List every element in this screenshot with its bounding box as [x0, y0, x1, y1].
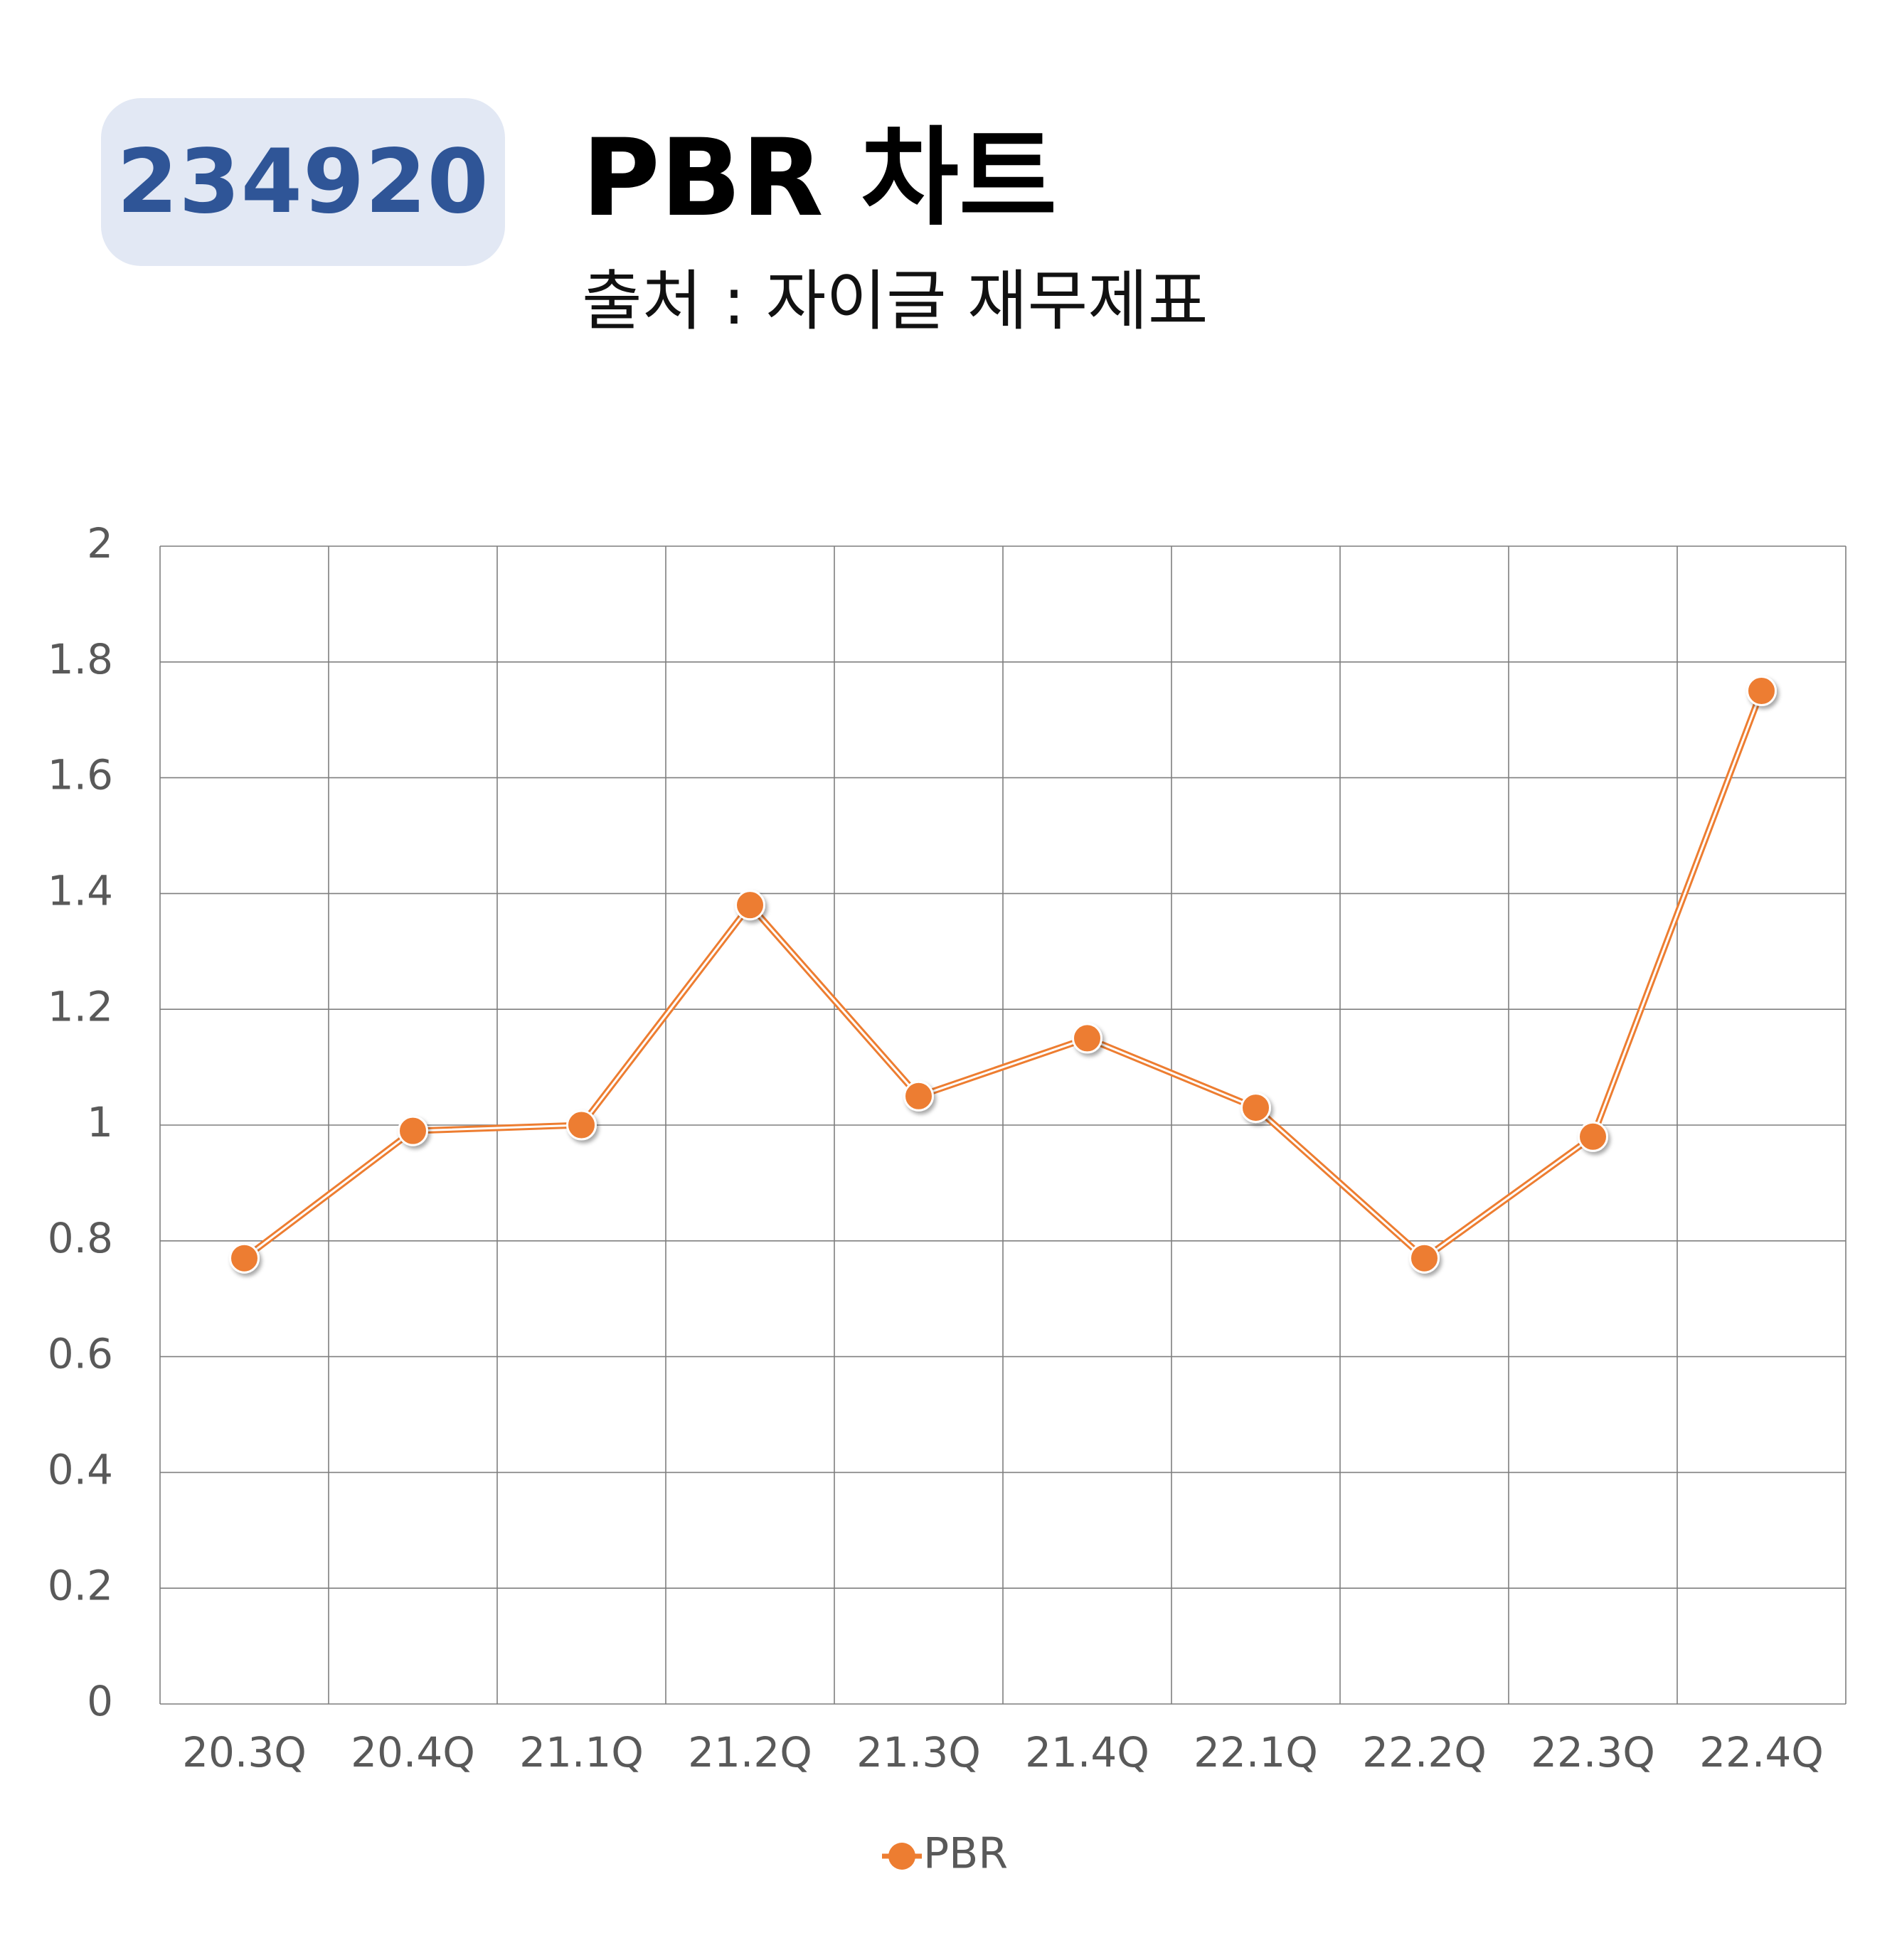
series-pbr: [229, 676, 1777, 1274]
chart-source: 출처 : 자이글 재무제표: [582, 263, 1208, 339]
data-point: [229, 1242, 260, 1274]
series-line-inner: [243, 690, 1763, 1259]
x-tick-label: 22.1Q: [1194, 1728, 1318, 1777]
y-axis-ticks: 0 0.2 0.4 0.6 0.8 1 1.2 1.4 1.6 1.8 2: [48, 519, 113, 1725]
y-tick-label: 1.4: [48, 867, 113, 915]
grid: [159, 545, 1846, 1705]
chart-title: PBR 차트: [582, 117, 1057, 240]
data-point: [566, 1109, 597, 1141]
x-tick-label: 21.2Q: [688, 1728, 812, 1777]
x-tick-label: 22.4Q: [1699, 1728, 1824, 1777]
x-tick-label: 21.3Q: [856, 1728, 981, 1777]
data-point: [1409, 1242, 1440, 1274]
data-point: [903, 1080, 934, 1112]
y-tick-label: 2: [87, 519, 113, 568]
y-tick-label: 1: [87, 1098, 113, 1146]
y-tick-label: 1.2: [48, 982, 113, 1030]
y-tick-label: 0: [87, 1677, 113, 1725]
y-tick-label: 1.8: [48, 635, 113, 683]
x-tick-label: 21.1Q: [519, 1728, 644, 1777]
x-tick-label: 22.3Q: [1531, 1728, 1655, 1777]
legend-label-pbr: PBR: [923, 1829, 1008, 1879]
stock-code: 234920: [117, 131, 489, 233]
y-tick-label: 0.4: [48, 1446, 113, 1494]
stock-code-badge: 234920: [101, 98, 505, 266]
x-tick-label: 22.2Q: [1362, 1728, 1487, 1777]
data-point: [1746, 676, 1777, 706]
y-tick-label: 1.6: [48, 751, 113, 799]
data-point: [1578, 1121, 1608, 1152]
legend-marker: [888, 1843, 915, 1870]
data-point: [1072, 1023, 1102, 1054]
data-point: [398, 1115, 428, 1146]
x-tick-label: 20.3Q: [182, 1728, 307, 1777]
y-tick-label: 0.2: [48, 1561, 113, 1609]
x-tick-label: 21.4Q: [1025, 1728, 1149, 1777]
data-point: [735, 890, 765, 921]
y-tick-label: 0.8: [48, 1214, 113, 1262]
y-tick-label: 0.6: [48, 1330, 113, 1378]
legend: PBR: [882, 1829, 1008, 1879]
x-tick-label: 20.4Q: [351, 1728, 475, 1777]
data-point: [1240, 1092, 1271, 1124]
x-axis-ticks: 20.3Q 20.4Q 21.1Q 21.2Q 21.3Q 21.4Q 22.1Q 22.2Q…: [182, 1728, 1824, 1777]
